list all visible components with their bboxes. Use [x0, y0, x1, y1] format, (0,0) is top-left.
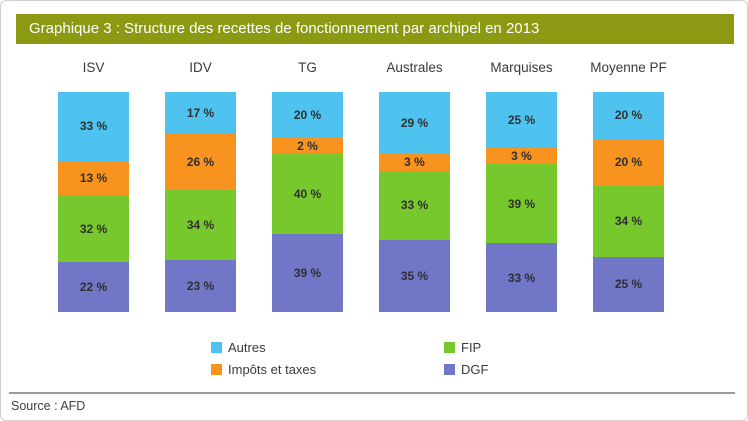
stacked-bar-idv: 17 % 26 % 34 % 23 % — [165, 92, 236, 312]
legend-item-autres: Autres — [211, 340, 266, 355]
segment-value-label: 39 % — [507, 196, 536, 211]
bar-segment: 29 % — [379, 92, 450, 154]
autres-swatch-icon — [211, 342, 222, 353]
column-header-isv: ISV — [82, 60, 105, 75]
bar-segment: 33 % — [379, 171, 450, 240]
legend-label: FIP — [461, 340, 482, 355]
bar-segment: 17 % — [165, 92, 236, 134]
segment-value-label: 25 % — [507, 112, 536, 127]
segment-value-label: 26 % — [186, 154, 215, 169]
bar-segment: 32 % — [58, 195, 129, 263]
segment-value-label: 25 % — [614, 277, 643, 292]
dgf-swatch-icon — [444, 364, 455, 375]
segment-value-label: 3 % — [511, 148, 532, 163]
bar-segment: 2 % — [272, 138, 343, 154]
segment-value-label: 22 % — [79, 280, 108, 295]
legend-label: Autres — [228, 340, 266, 355]
segment-value-label: 39 % — [293, 265, 322, 280]
stacked-bar-marquises: 25 % 3 % 39 % 33 % — [486, 92, 557, 312]
bar-segment: 20 % — [272, 92, 343, 139]
segment-value-label: 33 % — [79, 119, 108, 134]
bar-segment: 39 % — [272, 233, 343, 313]
segment-value-label: 3 % — [404, 155, 425, 170]
segment-value-label: 17 % — [186, 105, 215, 120]
bar-segment: 3 % — [486, 147, 557, 165]
legend: Autres Impôts et taxes FIP DGF — [1, 338, 747, 386]
bar-segment: 39 % — [486, 164, 557, 244]
stacked-bar-moyenne-pf: 20 % 20 % 34 % 25 % — [593, 92, 664, 313]
bar-segment: 13 % — [58, 160, 129, 196]
segment-value-label: 2 % — [297, 138, 318, 153]
bar-segment: 23 % — [165, 260, 236, 312]
segment-value-label: 33 % — [507, 270, 536, 285]
legend-label: Impôts et taxes — [228, 362, 317, 377]
segment-value-label: 20 % — [293, 108, 322, 123]
column-header-tg: TG — [298, 60, 317, 75]
bar-segment: 22 % — [58, 262, 129, 313]
column-header-idv: IDV — [189, 60, 212, 75]
bar-segment: 25 % — [593, 256, 664, 313]
legend-item-dgf: DGF — [444, 362, 488, 377]
column-header-australes: Australes — [386, 60, 443, 75]
legend-label: DGF — [461, 362, 489, 377]
bar-segment: 25 % — [486, 92, 557, 147]
legend-item-impots: Impôts et taxes — [211, 362, 316, 377]
bar-segment: 3 % — [379, 153, 450, 172]
chart-title-bar: Graphique 3 : Structure des recettes de … — [16, 14, 734, 44]
stacked-bar-isv: 33 % 13 % 32 % 22 % — [58, 92, 129, 313]
segment-value-label: 32 % — [79, 221, 108, 236]
segment-value-label: 23 % — [186, 279, 215, 294]
stacked-bar-tg: 20 % 2 % 40 % 39 % — [272, 92, 343, 313]
segment-value-label: 20 % — [614, 155, 643, 170]
bar-segment: 26 % — [165, 133, 236, 190]
segment-value-label: 20 % — [614, 108, 643, 123]
column-header-marquises: Marquises — [490, 60, 553, 75]
legend-item-fip: FIP — [444, 340, 481, 355]
fip-swatch-icon — [444, 342, 455, 353]
segment-value-label: 40 % — [293, 186, 322, 201]
bar-segment: 33 % — [58, 92, 129, 161]
segment-value-label: 29 % — [400, 115, 429, 130]
column-header-moyenne-pf: Moyenne PF — [590, 60, 667, 75]
bar-segment: 35 % — [379, 239, 450, 312]
bar-segment: 20 % — [593, 138, 664, 186]
segment-value-label: 33 % — [400, 198, 429, 213]
segment-value-label: 34 % — [614, 214, 643, 229]
impots-swatch-icon — [211, 364, 222, 375]
bar-segment: 40 % — [272, 153, 343, 234]
source-note: Source : AFD — [11, 399, 86, 413]
bar-segment: 34 % — [165, 189, 236, 261]
bar-segment: 20 % — [593, 92, 664, 139]
bar-segment: 34 % — [593, 185, 664, 257]
segment-value-label: 34 % — [186, 218, 215, 233]
stacked-bar-australes: 29 % 3 % 33 % 35 % — [379, 92, 450, 312]
segment-value-label: 13 % — [79, 170, 108, 185]
bar-segment: 33 % — [486, 243, 557, 312]
footer-divider — [9, 392, 735, 394]
segment-value-label: 35 % — [400, 268, 429, 283]
